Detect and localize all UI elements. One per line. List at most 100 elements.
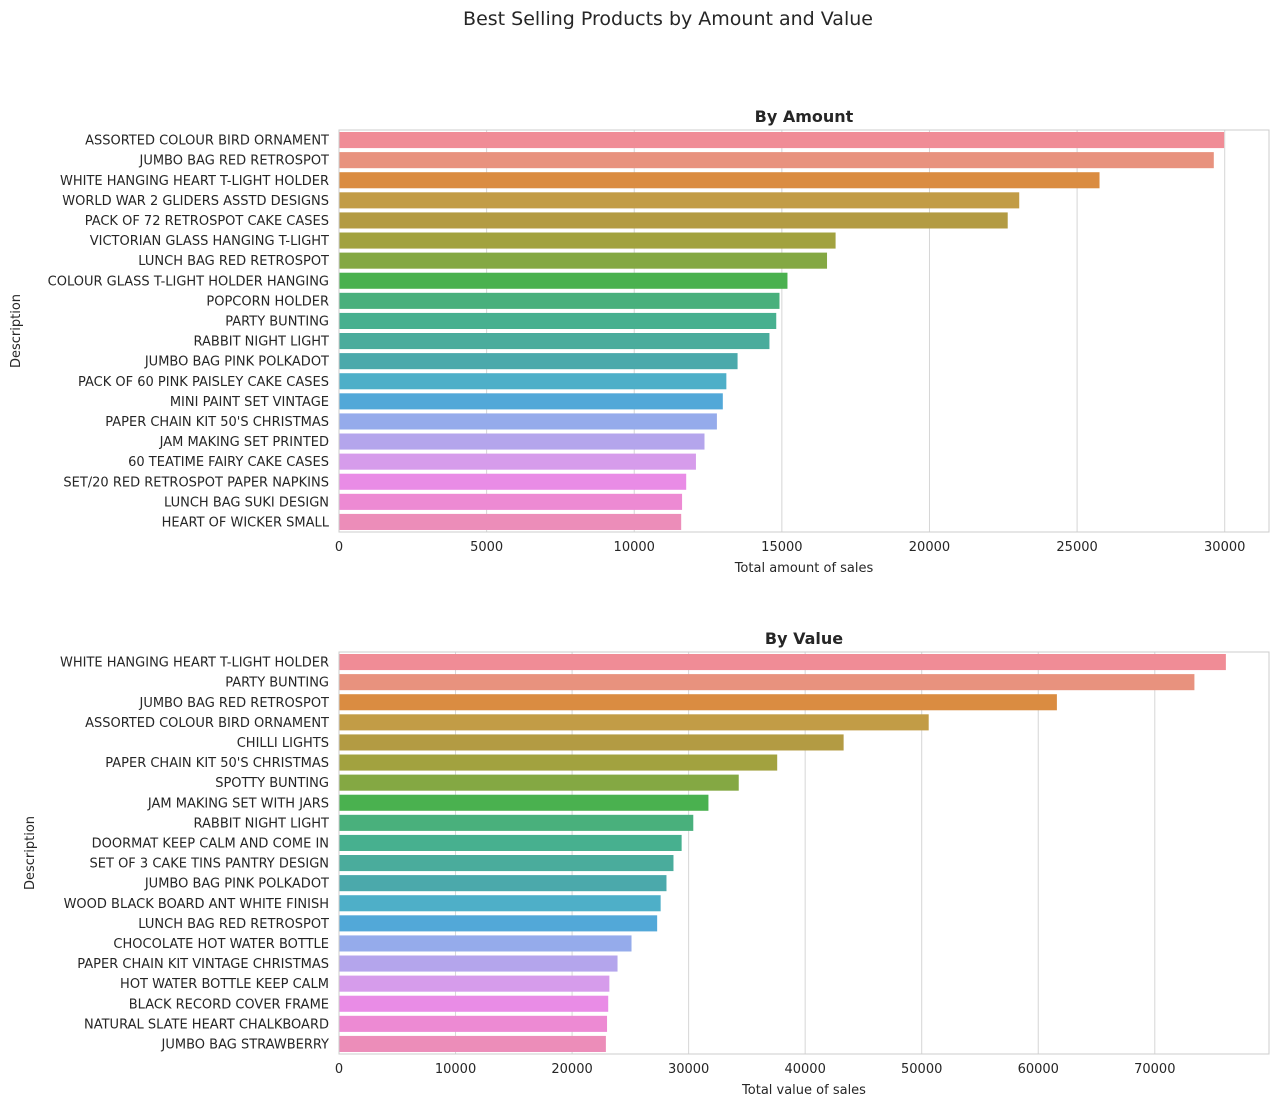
x-tick-label: 20000 (909, 540, 950, 555)
by-amount-chart: ASSORTED COLOUR BIRD ORNAMENT JUMBO BAG R… (9, 107, 1270, 576)
y-tick-label: WHITE HANGING HEART T-LIGHT HOLDER (60, 656, 329, 671)
bar (339, 252, 828, 269)
y-tick-label: PACK OF 72 RETROSPOT CAKE CASES (85, 214, 329, 229)
y-tick-label: JAM MAKING SET WITH JARS (147, 796, 329, 811)
y-tick-label: HEART OF WICKER SMALL (162, 515, 330, 530)
bar (339, 774, 739, 791)
bar (339, 734, 844, 751)
x-tick-label: 30000 (1204, 540, 1245, 555)
y-tick-label: SET OF 3 CAKE TINS PANTRY DESIGN (90, 857, 329, 872)
figure-title: Best Selling Products by Amount and Valu… (463, 8, 873, 30)
chart-title: By Value (765, 629, 843, 648)
bar (339, 694, 1057, 711)
x-tick-label: 10000 (435, 1062, 476, 1077)
y-axis-label: Description (23, 816, 38, 890)
bar (339, 312, 777, 329)
bar (339, 895, 661, 912)
y-tick-label: LUNCH BAG RED RETROSPOT (138, 254, 329, 269)
bar (339, 1035, 606, 1052)
y-tick-label: PARTY BUNTING (225, 314, 329, 329)
bar (339, 232, 836, 249)
y-tick-label: CHILLI LIGHTS (237, 736, 329, 751)
x-axis-label: Total value of sales (741, 1083, 866, 1098)
chart-title: By Amount (755, 107, 854, 126)
bar (339, 654, 1226, 671)
bar (339, 373, 727, 390)
y-tick-label: VICTORIAN GLASS HANGING T-LIGHT (90, 234, 329, 249)
y-tick-label: ASSORTED COLOUR BIRD ORNAMENT (85, 716, 329, 731)
y-tick-label: LUNCH BAG RED RETROSPOT (138, 917, 329, 932)
bar (339, 192, 1020, 209)
y-tick-label: WORLD WAR 2 GLIDERS ASSTD DESIGNS (62, 194, 329, 209)
bar (339, 975, 610, 992)
y-tick-label: DOORMAT KEEP CALM AND COME IN (92, 836, 329, 851)
x-tick-label: 25000 (1056, 540, 1097, 555)
x-tick-label: 0 (335, 1062, 343, 1077)
bar (339, 995, 609, 1012)
x-tick-label: 20000 (551, 1062, 592, 1077)
y-tick-label: MINI PAINT SET VINTAGE (170, 395, 329, 410)
x-tick-label: 70000 (1134, 1062, 1175, 1077)
y-tick-label: ASSORTED COLOUR BIRD ORNAMENT (85, 134, 329, 149)
x-tick-label: 40000 (784, 1062, 825, 1077)
y-tick-label: WHITE HANGING HEART T-LIGHT HOLDER (60, 174, 329, 189)
bar (339, 132, 1225, 149)
bar (339, 754, 778, 771)
bar (339, 453, 696, 470)
y-axis-label: Description (9, 294, 24, 368)
y-tick-label: JUMBO BAG RED RETROSPOT (138, 154, 329, 169)
bar (339, 292, 780, 309)
axes-frame (338, 651, 1270, 1055)
bar (339, 433, 705, 450)
y-tick-label: CHOCOLATE HOT WATER BOTTLE (113, 937, 329, 952)
y-tick-label: JUMBO BAG RED RETROSPOT (138, 696, 329, 711)
y-tick-label: PAPER CHAIN KIT 50'S CHRISTMAS (105, 415, 329, 430)
bar (339, 814, 694, 831)
bar (339, 152, 1214, 169)
y-tick-label: LUNCH BAG SUKI DESIGN (164, 495, 329, 510)
x-tick-label: 50000 (901, 1062, 942, 1077)
y-tick-label: JUMBO BAG PINK POLKADOT (144, 355, 329, 370)
x-tick-label: 0 (335, 540, 343, 555)
bar (339, 473, 687, 490)
y-tick-label: BLACK RECORD COVER FRAME (129, 997, 329, 1012)
bar (339, 272, 788, 289)
x-tick-label: 15000 (761, 540, 802, 555)
bar (339, 714, 929, 731)
x-tick-label: 30000 (668, 1062, 709, 1077)
x-tick-label: 10000 (614, 540, 655, 555)
bar (339, 493, 683, 510)
bar (339, 855, 674, 872)
bar (339, 875, 667, 892)
bar (339, 834, 682, 851)
y-tick-label: JUMBO BAG STRAWBERRY (161, 1037, 330, 1052)
y-tick-label: 60 TEATIME FAIRY CAKE CASES (128, 455, 329, 470)
bar (339, 413, 717, 430)
bar (339, 333, 770, 350)
bar (339, 212, 1008, 229)
x-axis-label: Total amount of sales (734, 561, 874, 576)
bar (339, 915, 658, 932)
y-tick-label: PACK OF 60 PINK PAISLEY CAKE CASES (78, 375, 329, 390)
y-tick-label: WOOD BLACK BOARD ANT WHITE FINISH (64, 897, 329, 912)
by-value-chart: WHITE HANGING HEART T-LIGHT HOLDER PARTY … (23, 629, 1270, 1098)
y-tick-label: PARTY BUNTING (225, 676, 329, 691)
y-tick-label: JAM MAKING SET PRINTED (159, 435, 329, 450)
y-tick-label: POPCORN HOLDER (206, 294, 329, 309)
bar (339, 935, 632, 952)
y-tick-label: PAPER CHAIN KIT 50'S CHRISTMAS (105, 756, 329, 771)
axes-frame (338, 129, 1270, 533)
bar (339, 794, 709, 811)
y-tick-label: PAPER CHAIN KIT VINTAGE CHRISTMAS (77, 957, 329, 972)
y-tick-label: SET/20 RED RETROSPOT PAPER NAPKINS (63, 475, 329, 490)
y-tick-label: HOT WATER BOTTLE KEEP CALM (120, 977, 329, 992)
bar (339, 1015, 608, 1032)
bar (339, 172, 1100, 189)
y-tick-label: NATURAL SLATE HEART CHALKBOARD (84, 1017, 329, 1032)
x-tick-label: 5000 (470, 540, 503, 555)
y-tick-label: SPOTTY BUNTING (215, 776, 329, 791)
bar (339, 955, 618, 972)
y-tick-label: RABBIT NIGHT LIGHT (194, 816, 330, 831)
bar (339, 674, 1195, 691)
